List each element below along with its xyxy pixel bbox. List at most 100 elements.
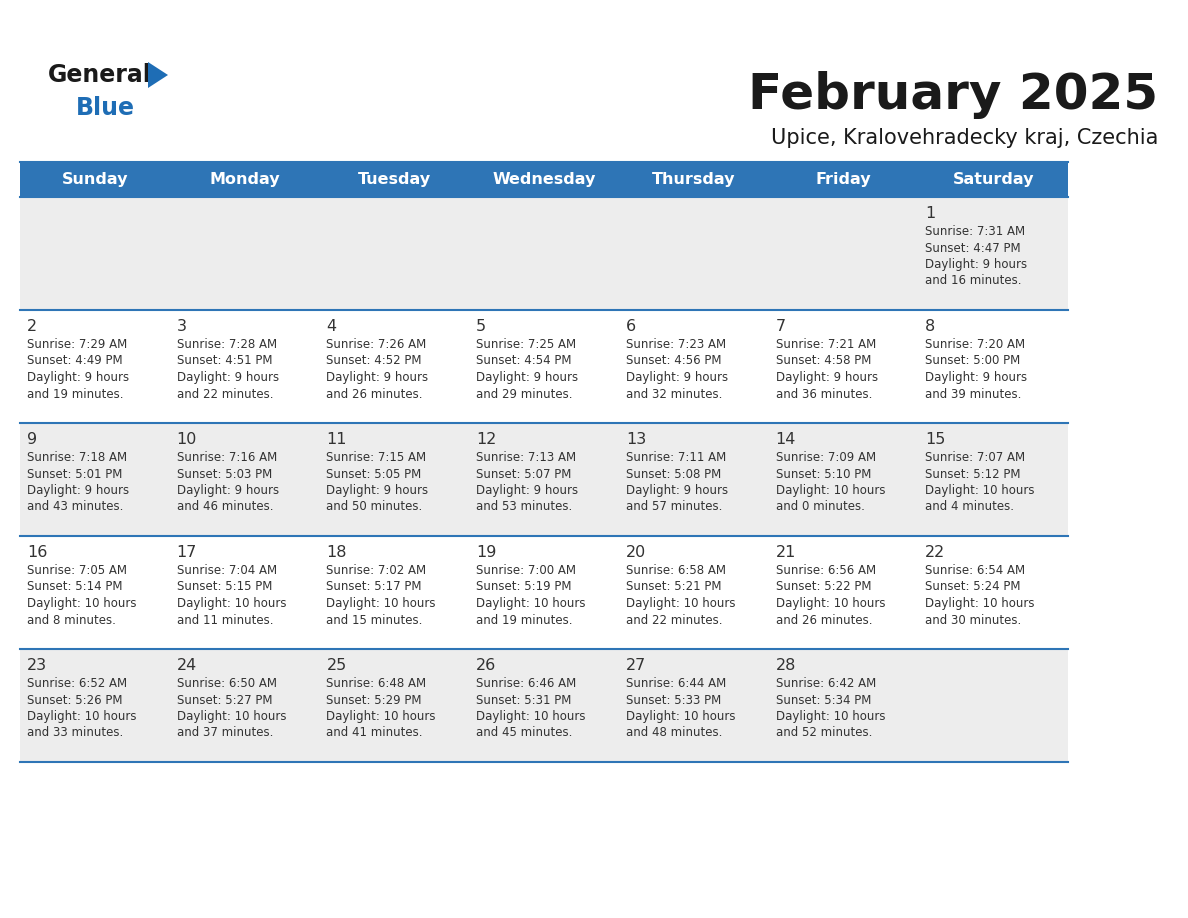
Bar	[769, 536, 918, 649]
Text: and 33 minutes.: and 33 minutes.	[27, 726, 124, 740]
Bar	[469, 649, 619, 762]
Text: Daylight: 10 hours: Daylight: 10 hours	[626, 597, 735, 610]
Bar	[918, 197, 1068, 310]
Text: Sunset: 5:08 PM: Sunset: 5:08 PM	[626, 467, 721, 480]
Text: 26: 26	[476, 658, 497, 673]
Text: and 19 minutes.: and 19 minutes.	[27, 387, 124, 400]
Text: and 43 minutes.: and 43 minutes.	[27, 500, 124, 513]
Text: Daylight: 10 hours: Daylight: 10 hours	[626, 710, 735, 723]
Text: and 53 minutes.: and 53 minutes.	[476, 500, 573, 513]
Text: 13: 13	[626, 432, 646, 447]
Text: 23: 23	[27, 658, 48, 673]
Text: Sunrise: 7:11 AM: Sunrise: 7:11 AM	[626, 451, 726, 464]
Bar	[320, 162, 469, 197]
Text: Sunrise: 7:13 AM: Sunrise: 7:13 AM	[476, 451, 576, 464]
Text: 21: 21	[776, 545, 796, 560]
Bar	[320, 310, 469, 423]
Text: Sunrise: 6:44 AM: Sunrise: 6:44 AM	[626, 677, 726, 690]
Text: 18: 18	[327, 545, 347, 560]
Text: Sunset: 5:00 PM: Sunset: 5:00 PM	[925, 354, 1020, 367]
Text: 11: 11	[327, 432, 347, 447]
Text: Sunset: 5:21 PM: Sunset: 5:21 PM	[626, 580, 721, 594]
Text: 6: 6	[626, 319, 636, 334]
Text: Daylight: 9 hours: Daylight: 9 hours	[626, 484, 728, 497]
Bar	[769, 649, 918, 762]
Text: 12: 12	[476, 432, 497, 447]
Bar	[619, 423, 769, 536]
Text: and 26 minutes.: and 26 minutes.	[327, 387, 423, 400]
Bar	[170, 197, 320, 310]
Text: Daylight: 9 hours: Daylight: 9 hours	[476, 371, 579, 384]
Text: Daylight: 10 hours: Daylight: 10 hours	[327, 710, 436, 723]
Bar	[20, 310, 170, 423]
Text: Sunset: 5:24 PM: Sunset: 5:24 PM	[925, 580, 1020, 594]
Text: General: General	[48, 63, 152, 87]
Bar	[170, 162, 320, 197]
Text: Sunrise: 7:09 AM: Sunrise: 7:09 AM	[776, 451, 876, 464]
Text: Friday: Friday	[816, 172, 871, 187]
Bar	[320, 423, 469, 536]
Text: Daylight: 10 hours: Daylight: 10 hours	[476, 597, 586, 610]
Text: and 45 minutes.: and 45 minutes.	[476, 726, 573, 740]
Text: Daylight: 10 hours: Daylight: 10 hours	[27, 710, 137, 723]
Text: Sunrise: 6:52 AM: Sunrise: 6:52 AM	[27, 677, 127, 690]
Text: Sunset: 5:22 PM: Sunset: 5:22 PM	[776, 580, 871, 594]
Text: Sunset: 4:49 PM: Sunset: 4:49 PM	[27, 354, 122, 367]
Text: and 11 minutes.: and 11 minutes.	[177, 613, 273, 626]
Text: 24: 24	[177, 658, 197, 673]
Bar	[170, 423, 320, 536]
Text: Sunset: 5:26 PM: Sunset: 5:26 PM	[27, 693, 122, 707]
Text: Daylight: 10 hours: Daylight: 10 hours	[27, 597, 137, 610]
Text: Sunset: 5:15 PM: Sunset: 5:15 PM	[177, 580, 272, 594]
Text: Daylight: 9 hours: Daylight: 9 hours	[626, 371, 728, 384]
Text: Sunday: Sunday	[62, 172, 128, 187]
Text: Sunrise: 7:23 AM: Sunrise: 7:23 AM	[626, 338, 726, 351]
Bar	[918, 162, 1068, 197]
Text: 27: 27	[626, 658, 646, 673]
Text: and 52 minutes.: and 52 minutes.	[776, 726, 872, 740]
Bar	[769, 162, 918, 197]
Text: Sunset: 5:33 PM: Sunset: 5:33 PM	[626, 693, 721, 707]
Text: Daylight: 9 hours: Daylight: 9 hours	[925, 258, 1028, 271]
Text: Daylight: 9 hours: Daylight: 9 hours	[327, 371, 429, 384]
Text: 2: 2	[27, 319, 37, 334]
Text: Sunset: 5:27 PM: Sunset: 5:27 PM	[177, 693, 272, 707]
Text: Daylight: 10 hours: Daylight: 10 hours	[327, 597, 436, 610]
Text: Sunrise: 7:28 AM: Sunrise: 7:28 AM	[177, 338, 277, 351]
Text: Upice, Kralovehradecky kraj, Czechia: Upice, Kralovehradecky kraj, Czechia	[771, 128, 1158, 148]
Text: Sunrise: 7:02 AM: Sunrise: 7:02 AM	[327, 564, 426, 577]
Bar	[469, 162, 619, 197]
Text: 1: 1	[925, 206, 935, 221]
Bar	[20, 649, 170, 762]
Text: and 8 minutes.: and 8 minutes.	[27, 613, 116, 626]
Bar	[918, 649, 1068, 762]
Text: and 4 minutes.: and 4 minutes.	[925, 500, 1015, 513]
Text: Thursday: Thursday	[652, 172, 735, 187]
Text: Sunrise: 7:15 AM: Sunrise: 7:15 AM	[327, 451, 426, 464]
Text: 22: 22	[925, 545, 946, 560]
Text: and 19 minutes.: and 19 minutes.	[476, 613, 573, 626]
Bar	[320, 649, 469, 762]
Text: and 26 minutes.: and 26 minutes.	[776, 613, 872, 626]
Text: Sunrise: 7:05 AM: Sunrise: 7:05 AM	[27, 564, 127, 577]
Text: Sunrise: 7:26 AM: Sunrise: 7:26 AM	[327, 338, 426, 351]
Text: and 37 minutes.: and 37 minutes.	[177, 726, 273, 740]
Text: Sunset: 4:56 PM: Sunset: 4:56 PM	[626, 354, 721, 367]
Text: Wednesday: Wednesday	[492, 172, 595, 187]
Bar	[918, 423, 1068, 536]
Text: 8: 8	[925, 319, 935, 334]
Text: Sunrise: 7:21 AM: Sunrise: 7:21 AM	[776, 338, 876, 351]
Bar	[769, 197, 918, 310]
Text: Daylight: 10 hours: Daylight: 10 hours	[776, 710, 885, 723]
Text: Sunset: 5:10 PM: Sunset: 5:10 PM	[776, 467, 871, 480]
Text: 10: 10	[177, 432, 197, 447]
Text: 16: 16	[27, 545, 48, 560]
Text: Daylight: 10 hours: Daylight: 10 hours	[776, 597, 885, 610]
Text: Sunrise: 6:48 AM: Sunrise: 6:48 AM	[327, 677, 426, 690]
Bar	[469, 310, 619, 423]
Bar	[20, 423, 170, 536]
Bar	[170, 649, 320, 762]
Bar	[918, 536, 1068, 649]
Text: 17: 17	[177, 545, 197, 560]
Bar	[320, 536, 469, 649]
